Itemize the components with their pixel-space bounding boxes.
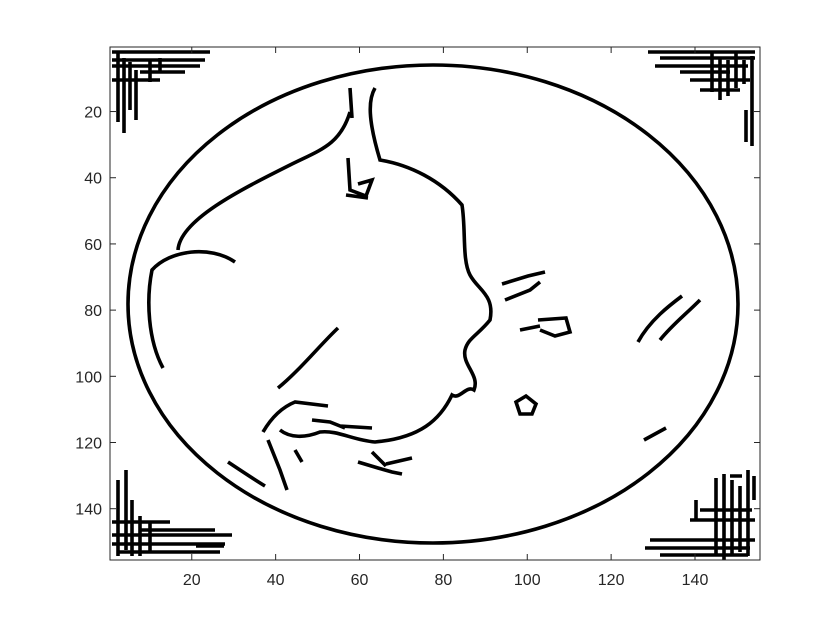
diagonal-edge-left: [276, 326, 340, 390]
main-blob-outline: [176, 87, 493, 444]
corner-block-top-right: [648, 50, 755, 146]
far-right-edges: [636, 294, 702, 442]
inner-left-arc: [147, 249, 237, 369]
corner-block-top-left: [112, 50, 210, 133]
right-edges-near-blob: [501, 270, 573, 338]
small-closed-loop: [513, 393, 539, 416]
circle-outline: [126, 63, 740, 545]
y-axis-ticks: 20 40 60 80 100 120 140: [75, 105, 760, 519]
y-tick-label: 60: [84, 237, 102, 254]
y-tick-label: 40: [84, 171, 102, 188]
y-tick-label: 140: [75, 502, 102, 519]
bottom-center-edges: [357, 450, 413, 476]
x-tick-label: 100: [514, 572, 541, 589]
corner-block-bottom-left: [112, 470, 232, 556]
x-tick-label: 120: [598, 572, 625, 589]
x-axis-ticks: 20 40 60 80 100 120 140: [183, 47, 709, 589]
y-tick-label: 120: [75, 436, 102, 453]
small-top-loop: [345, 157, 375, 200]
y-tick-label: 80: [84, 303, 102, 320]
axes-frame: [109, 46, 761, 561]
x-tick-label: 80: [434, 572, 452, 589]
x-tick-label: 60: [351, 572, 369, 589]
edge-image: [112, 50, 756, 560]
corner-block-bottom-right: [645, 470, 756, 560]
y-tick-label: 20: [84, 105, 102, 122]
x-tick-label: 20: [183, 572, 201, 589]
lower-left-edges: [227, 400, 373, 491]
x-tick-label: 140: [682, 572, 709, 589]
y-tick-label: 100: [75, 369, 102, 386]
x-tick-label: 40: [267, 572, 285, 589]
